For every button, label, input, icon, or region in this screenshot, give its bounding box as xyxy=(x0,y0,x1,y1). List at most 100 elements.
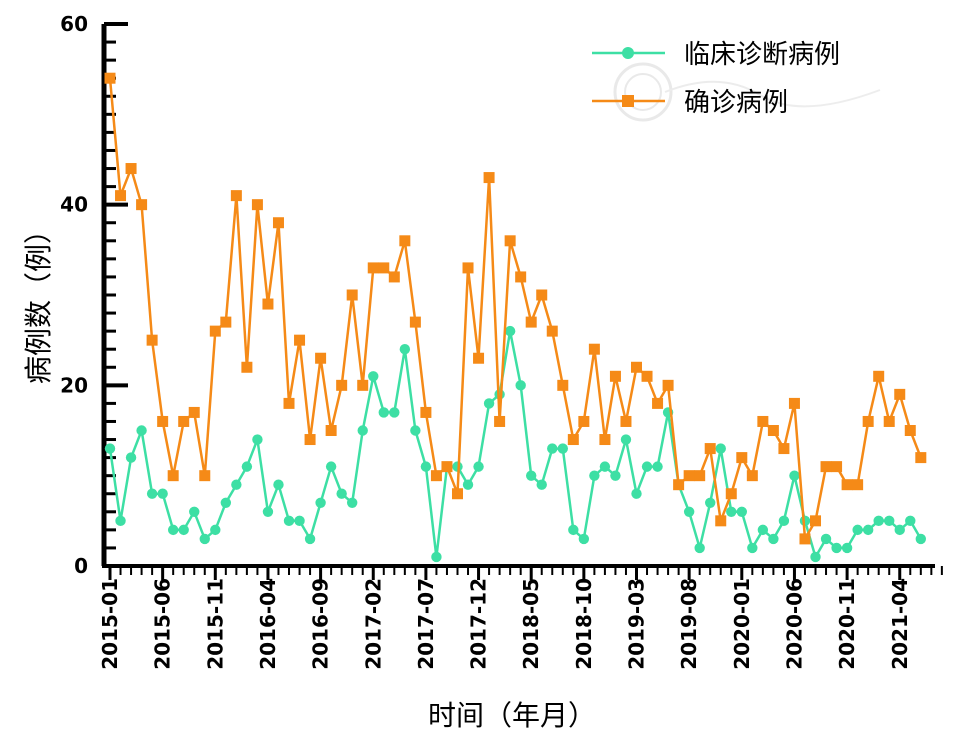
legend-label: 临床诊断病例 xyxy=(684,40,840,70)
data-point xyxy=(494,415,506,427)
data-point xyxy=(862,524,874,536)
axes: 0 20 40 60 2015-01 2015-06 2015-11 2016-04 2016-… xyxy=(60,12,943,670)
data-point xyxy=(841,479,853,491)
data-point xyxy=(157,415,169,427)
data-point xyxy=(178,524,189,536)
data-point xyxy=(104,72,116,84)
data-point xyxy=(588,343,600,355)
data-point xyxy=(557,443,568,454)
data-point xyxy=(368,371,379,382)
data-point xyxy=(883,415,895,427)
y-tick-label: 40 xyxy=(60,193,88,217)
data-point xyxy=(357,425,368,436)
data-point xyxy=(462,479,474,490)
data-point xyxy=(547,443,558,454)
data-point xyxy=(884,515,895,527)
data-point xyxy=(715,443,726,454)
data-point xyxy=(894,524,905,536)
data-point xyxy=(336,379,348,391)
data-point xyxy=(146,334,158,346)
data-point xyxy=(157,488,168,499)
data-point xyxy=(483,398,495,409)
data-point xyxy=(694,470,706,482)
data-point xyxy=(283,397,295,409)
data-point xyxy=(705,497,716,508)
data-point xyxy=(473,461,484,472)
data-point xyxy=(536,479,547,490)
data-point xyxy=(841,542,853,554)
data-point xyxy=(873,370,885,382)
data-point xyxy=(778,443,790,455)
data-point xyxy=(378,262,390,274)
data-point xyxy=(767,425,779,436)
data-point xyxy=(462,262,474,274)
data-point xyxy=(515,271,527,283)
data-point xyxy=(304,533,316,545)
watermark-seal-icon xyxy=(613,62,881,122)
data-point xyxy=(894,388,906,400)
data-point xyxy=(567,434,579,446)
data-point xyxy=(199,470,211,482)
data-point xyxy=(367,262,379,274)
series-line xyxy=(108,78,922,541)
data-point xyxy=(704,443,716,455)
data-point xyxy=(357,379,369,391)
data-point xyxy=(504,235,516,247)
data-point xyxy=(862,415,874,427)
data-point xyxy=(789,470,800,481)
data-point xyxy=(315,497,326,508)
data-point xyxy=(536,289,548,301)
data-point xyxy=(430,470,442,482)
x-tick-label: 2020-01 xyxy=(730,578,754,670)
y-tick-label: 0 xyxy=(74,554,88,578)
series-2 xyxy=(104,72,927,545)
data-point xyxy=(399,235,411,247)
data-point xyxy=(810,515,822,527)
data-point xyxy=(220,316,232,328)
data-point xyxy=(294,515,305,527)
data-point xyxy=(873,515,884,527)
data-point xyxy=(631,361,642,373)
data-point xyxy=(199,533,210,545)
legend-label: 确诊病例 xyxy=(684,88,788,118)
data-point xyxy=(304,434,316,446)
x-tick-label: 2015-01 xyxy=(98,578,122,670)
data-point xyxy=(431,551,442,563)
data-point xyxy=(389,407,400,418)
data-point xyxy=(525,316,537,328)
data-point xyxy=(852,524,863,536)
data-point xyxy=(336,488,347,499)
data-point xyxy=(515,380,526,391)
data-point xyxy=(378,407,389,418)
x-tick-label: 2018-05 xyxy=(519,578,543,670)
data-point xyxy=(599,461,611,472)
data-point xyxy=(136,199,148,211)
data-point xyxy=(726,506,737,517)
data-point xyxy=(641,370,653,382)
data-point xyxy=(399,344,411,355)
data-point xyxy=(568,524,579,536)
data-point xyxy=(262,298,274,310)
x-tick-label: 2015-06 xyxy=(151,578,175,670)
data-point xyxy=(725,488,737,500)
data-point xyxy=(915,452,927,464)
data-point xyxy=(315,352,327,364)
data-point xyxy=(272,217,284,229)
data-point xyxy=(747,542,758,554)
x-tick-label: 2021-04 xyxy=(888,578,912,670)
data-point xyxy=(620,434,632,445)
data-point xyxy=(167,524,179,536)
data-point xyxy=(620,415,632,427)
data-point xyxy=(788,397,800,409)
data-point xyxy=(799,533,811,545)
data-point xyxy=(125,163,137,175)
data-point xyxy=(768,533,779,545)
x-axis-title: 时间（年月） xyxy=(428,699,596,732)
data-point xyxy=(905,515,916,527)
data-point xyxy=(546,325,558,337)
data-point xyxy=(451,488,463,500)
series-layer xyxy=(104,72,927,563)
data-point xyxy=(420,461,432,472)
data-point xyxy=(683,506,695,517)
x-tick-label: 2018-10 xyxy=(572,578,596,670)
